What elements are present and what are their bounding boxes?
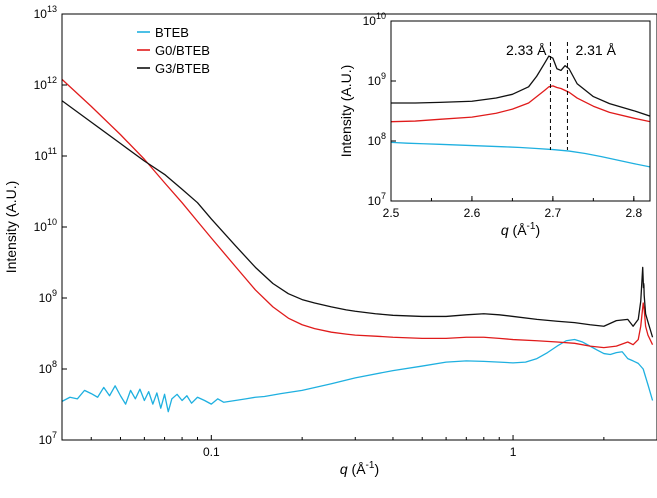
main-y-tick-label: 107 <box>39 430 57 447</box>
main-series-line-bteb <box>62 338 654 413</box>
legend: BTEB G0/BTEB G3/BTEB <box>137 25 210 76</box>
main-y-tick-label: 1012 <box>34 75 57 92</box>
inset-x-tick-label: 2.6 <box>464 206 481 220</box>
inset-y-tick-label: 108 <box>368 131 386 148</box>
inset-y-tick-label: 1010 <box>363 11 386 28</box>
main-x-axis-label: q (Å-1) <box>340 460 379 477</box>
inset-plot: 2.5 2.6 2.7 2.8 107 108 109 1010 q (Å-1) Intensit… <box>338 11 651 238</box>
inset-plot-frame <box>390 20 651 202</box>
main-series-group <box>62 78 654 413</box>
inset-x-tick-label: 2.5 <box>383 206 400 220</box>
inset-y-axis-label: Intensity (A.U.) <box>338 65 354 158</box>
inset-y-tick-label: 109 <box>368 71 386 88</box>
main-y-tick-label: 109 <box>39 288 57 305</box>
annotation-label: 2.33 Å <box>506 42 547 58</box>
legend-label: G3/BTEB <box>155 61 210 76</box>
main-y-tick-label: 108 <box>39 359 57 376</box>
main-plot: 0.1 1 107 108 109 1010 1011 1012 1013 q (Å-1) Inte… <box>3 4 657 477</box>
main-series-line-g0-bteb <box>62 78 654 349</box>
inset-x-tick-label: 2.7 <box>545 206 562 220</box>
annotation-label: 2.31 Å <box>575 42 616 58</box>
inset-x-axis-label: q (Å-1) <box>501 221 540 238</box>
inset-series-line-bteb <box>391 141 650 168</box>
main-y-axis-label: Intensity (A.U.) <box>3 181 19 274</box>
main-y-tick-label: 1013 <box>34 4 57 21</box>
inset-series-line-g0-bteb <box>391 85 650 123</box>
main-series-line-g3-bteb <box>62 100 654 338</box>
legend-label: G0/BTEB <box>155 43 210 58</box>
main-x-tick-label: 0.1 <box>203 445 220 459</box>
main-x-tick-label: 1 <box>510 445 517 459</box>
legend-label: BTEB <box>155 25 189 40</box>
inset-x-tick-label: 2.8 <box>625 206 642 220</box>
main-y-tick-label: 1011 <box>34 146 57 163</box>
main-y-tick-label: 1010 <box>34 217 57 234</box>
inset-y-tick-label: 107 <box>368 191 386 208</box>
